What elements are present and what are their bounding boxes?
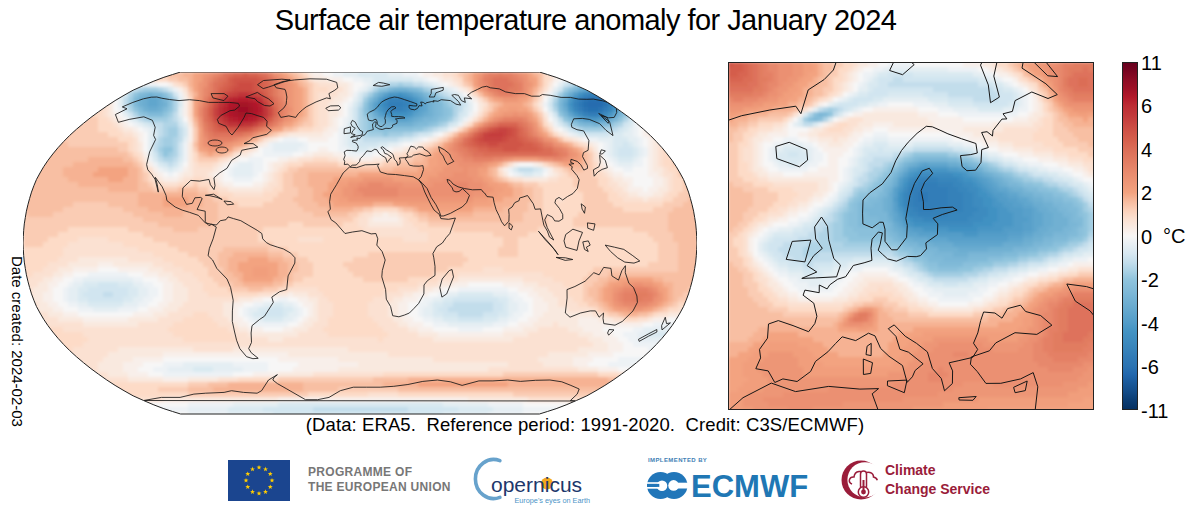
svg-text:opernicus: opernicus xyxy=(491,473,582,496)
svg-text:Europe's eyes on Earth: Europe's eyes on Earth xyxy=(514,496,590,505)
